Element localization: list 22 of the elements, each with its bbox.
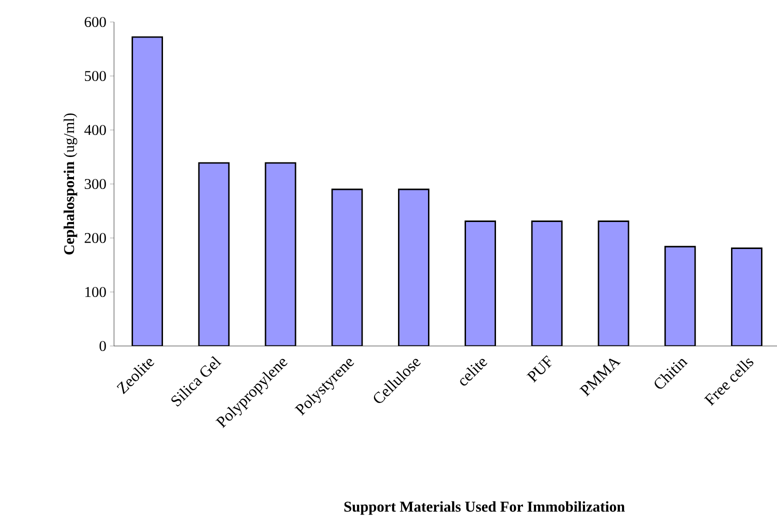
y-tick-label: 600	[84, 16, 106, 28]
bar	[664, 246, 696, 346]
bar	[731, 248, 762, 346]
y-tick-label: 0	[100, 340, 106, 352]
y-tick-label: 200	[84, 232, 106, 244]
x-tick-label: celite	[460, 358, 488, 386]
y-tick-label: 500	[84, 70, 106, 82]
bar	[198, 162, 230, 346]
x-tick-label: PUF	[526, 355, 552, 383]
bar	[464, 220, 496, 346]
x-axis-title: Support Materials Used For Immobilization	[344, 501, 625, 515]
y-tick-label: 100	[85, 286, 106, 298]
bar	[598, 220, 630, 346]
y-tick-label: 300	[84, 178, 106, 190]
y-tick-label: 400	[84, 124, 106, 136]
bar	[398, 188, 430, 346]
y-axis-title: Cephalosporin (ug/ml)	[64, 113, 78, 254]
bar	[531, 220, 563, 346]
bar	[331, 188, 363, 346]
bar	[132, 36, 164, 346]
bar	[264, 162, 296, 346]
x-tick-label: Free cells	[704, 358, 754, 406]
